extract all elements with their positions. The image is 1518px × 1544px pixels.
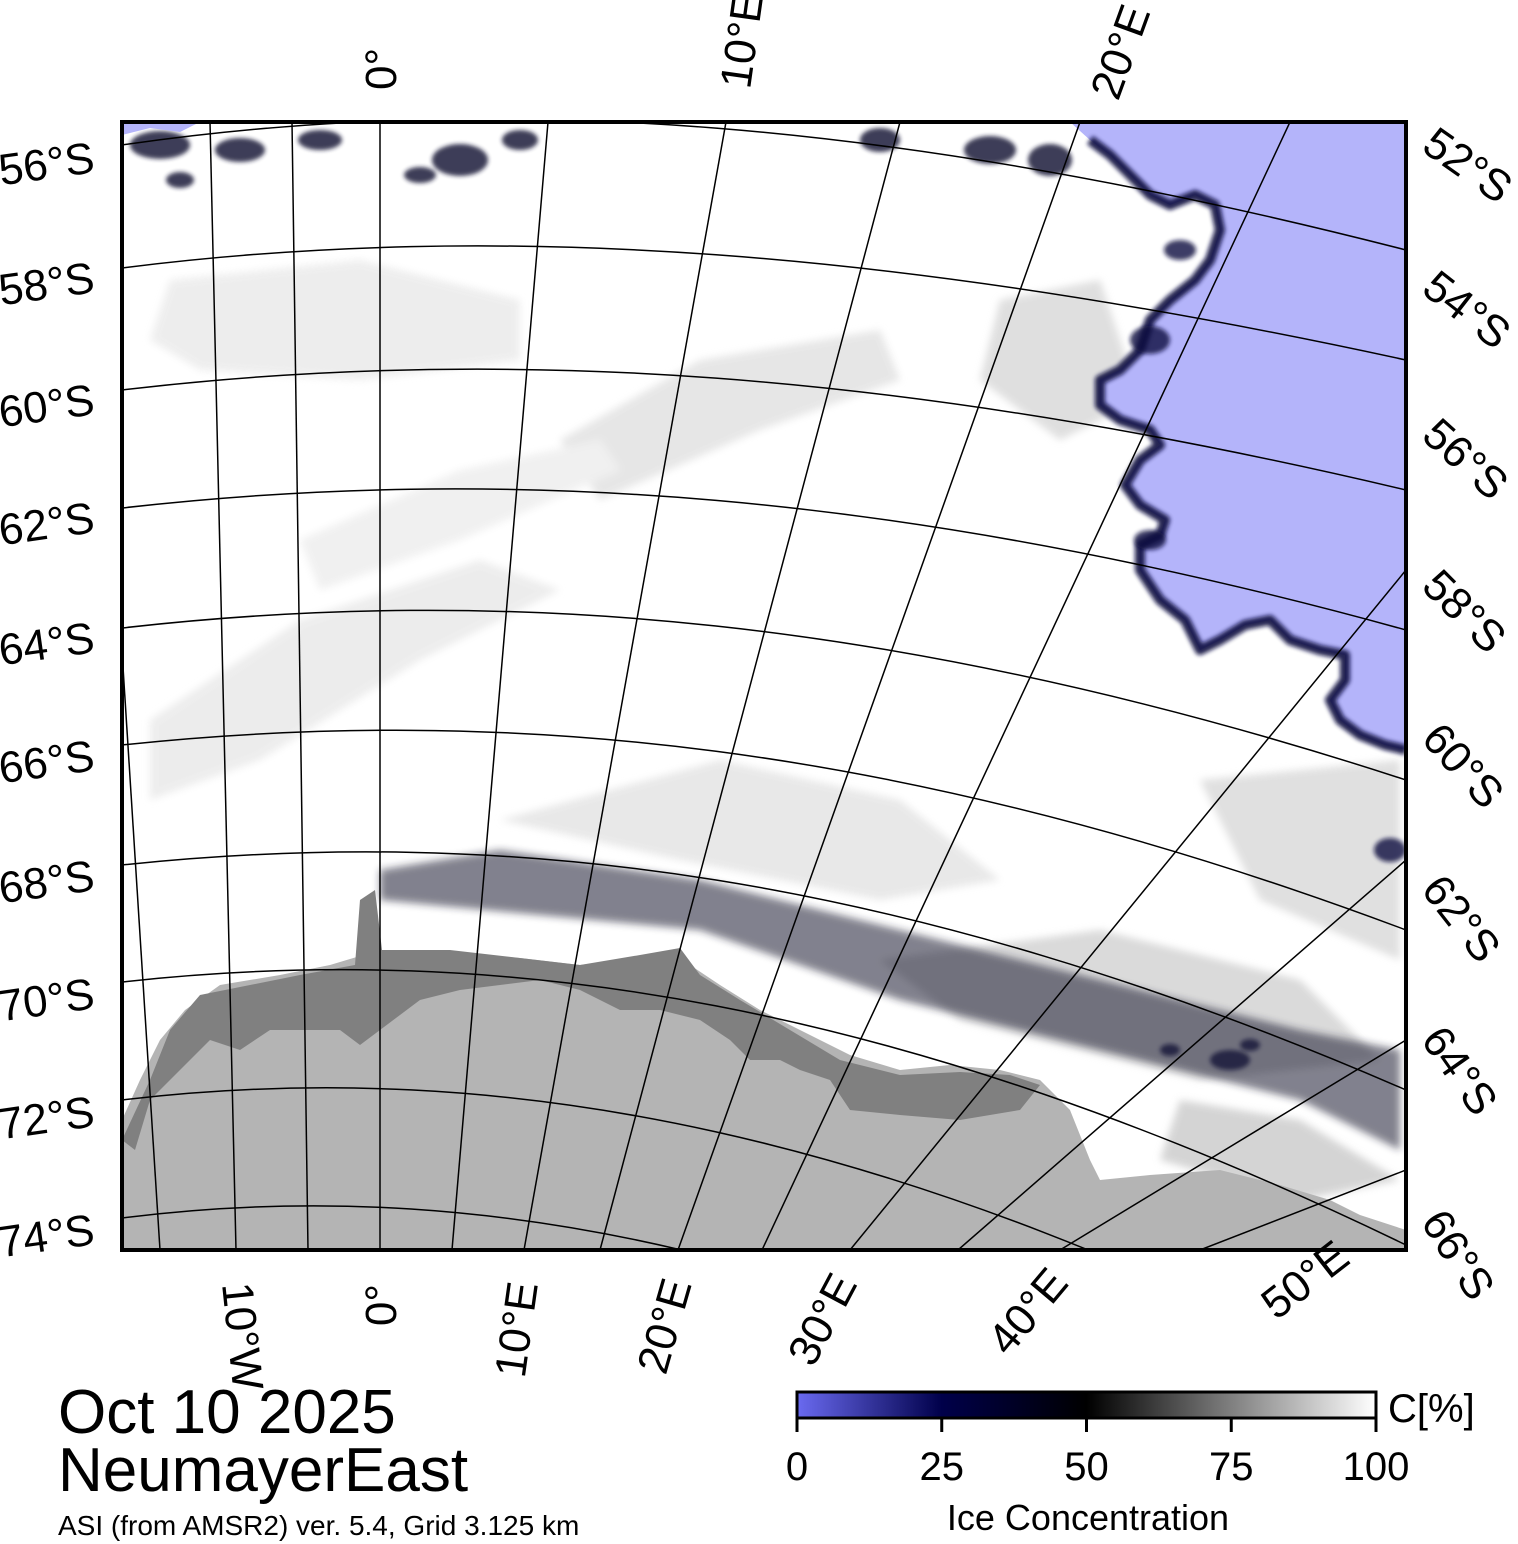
lat-label: 68°S	[0, 851, 97, 913]
lat-label: 62°S	[1412, 866, 1510, 972]
lat-label: 58°S	[0, 253, 97, 315]
lat-label: 52°S	[1414, 118, 1518, 213]
lon-label: 20°E	[628, 1273, 702, 1379]
colorbar-tick-label: 25	[920, 1445, 965, 1489]
lon-label: 0°	[357, 1284, 406, 1326]
colorbar-unit: C[%]	[1388, 1387, 1475, 1431]
colorbar-ticks: 0 25 50 75 100	[786, 1418, 1410, 1489]
lat-label: 74°S	[0, 1205, 97, 1267]
lat-label: 66°S	[0, 731, 97, 793]
colorbar-label: Ice Concentration	[947, 1497, 1229, 1538]
bottom-longitude-labels: 10°W 0° 10°E 20°E 30°E 40°E 50°E	[212, 1231, 1358, 1393]
lon-label: 20°E	[1081, 0, 1160, 105]
map-frame	[120, 120, 1408, 1252]
ice-shelves	[122, 890, 1040, 1150]
lon-label: 30°E	[779, 1266, 867, 1374]
open-water	[122, 122, 1406, 750]
lat-label: 64°S	[0, 613, 97, 675]
lat-label: 56°S	[0, 133, 97, 195]
graticule-meridians	[122, 122, 1406, 1250]
colorbar-gradient	[795, 1390, 1378, 1420]
lon-label: 0°	[357, 48, 406, 90]
marginal-ice-edge	[1087, 136, 1406, 755]
ice-edge-top	[130, 128, 1072, 188]
region-title: NeumayerEast	[58, 1436, 469, 1505]
lon-label: 10°E	[711, 0, 773, 91]
lon-label: 10°W	[212, 1280, 272, 1393]
lat-label: 60°S	[0, 375, 97, 437]
lat-label: 54°S	[1414, 261, 1518, 359]
lat-label: 64°S	[1412, 1018, 1507, 1125]
antarctic-land	[122, 950, 1406, 1250]
right-latitude-labels: 52°S 54°S 56°S 58°S 60°S 62°S 64°S 66°S	[1412, 118, 1518, 1309]
top-longitude-labels: 0° 10°E 20°E	[357, 0, 1160, 105]
colorbar-tick-label: 100	[1343, 1445, 1410, 1489]
left-latitude-labels: 56°S 58°S 60°S 62°S 64°S 66°S 68°S 70°S …	[0, 133, 97, 1267]
colorbar-tick-label: 75	[1209, 1445, 1254, 1489]
graticule-parallels	[122, 122, 1406, 1250]
lat-label: 62°S	[0, 493, 97, 555]
lon-label: 10°E	[486, 1279, 548, 1381]
source-note: ASI (from AMSR2) ver. 5.4, Grid 3.125 km	[58, 1510, 580, 1541]
lat-label: 70°S	[0, 969, 97, 1031]
lat-label: 56°S	[1413, 409, 1517, 510]
map-area	[122, 122, 1406, 1250]
lat-label: 60°S	[1413, 714, 1514, 818]
date-title: Oct 10 2025	[58, 1378, 396, 1447]
coastal-ice-band	[380, 850, 1400, 1150]
colorbar: C[%] 0 25 50 75 100 Ice Concentration	[786, 1387, 1475, 1538]
lat-label: 58°S	[1413, 560, 1515, 662]
lon-label: 40°E	[978, 1259, 1077, 1364]
colorbar-tick-label: 50	[1064, 1445, 1109, 1489]
colorbar-tick-label: 0	[786, 1445, 808, 1489]
lat-label: 66°S	[1412, 1201, 1504, 1308]
lat-label: 72°S	[0, 1087, 97, 1149]
